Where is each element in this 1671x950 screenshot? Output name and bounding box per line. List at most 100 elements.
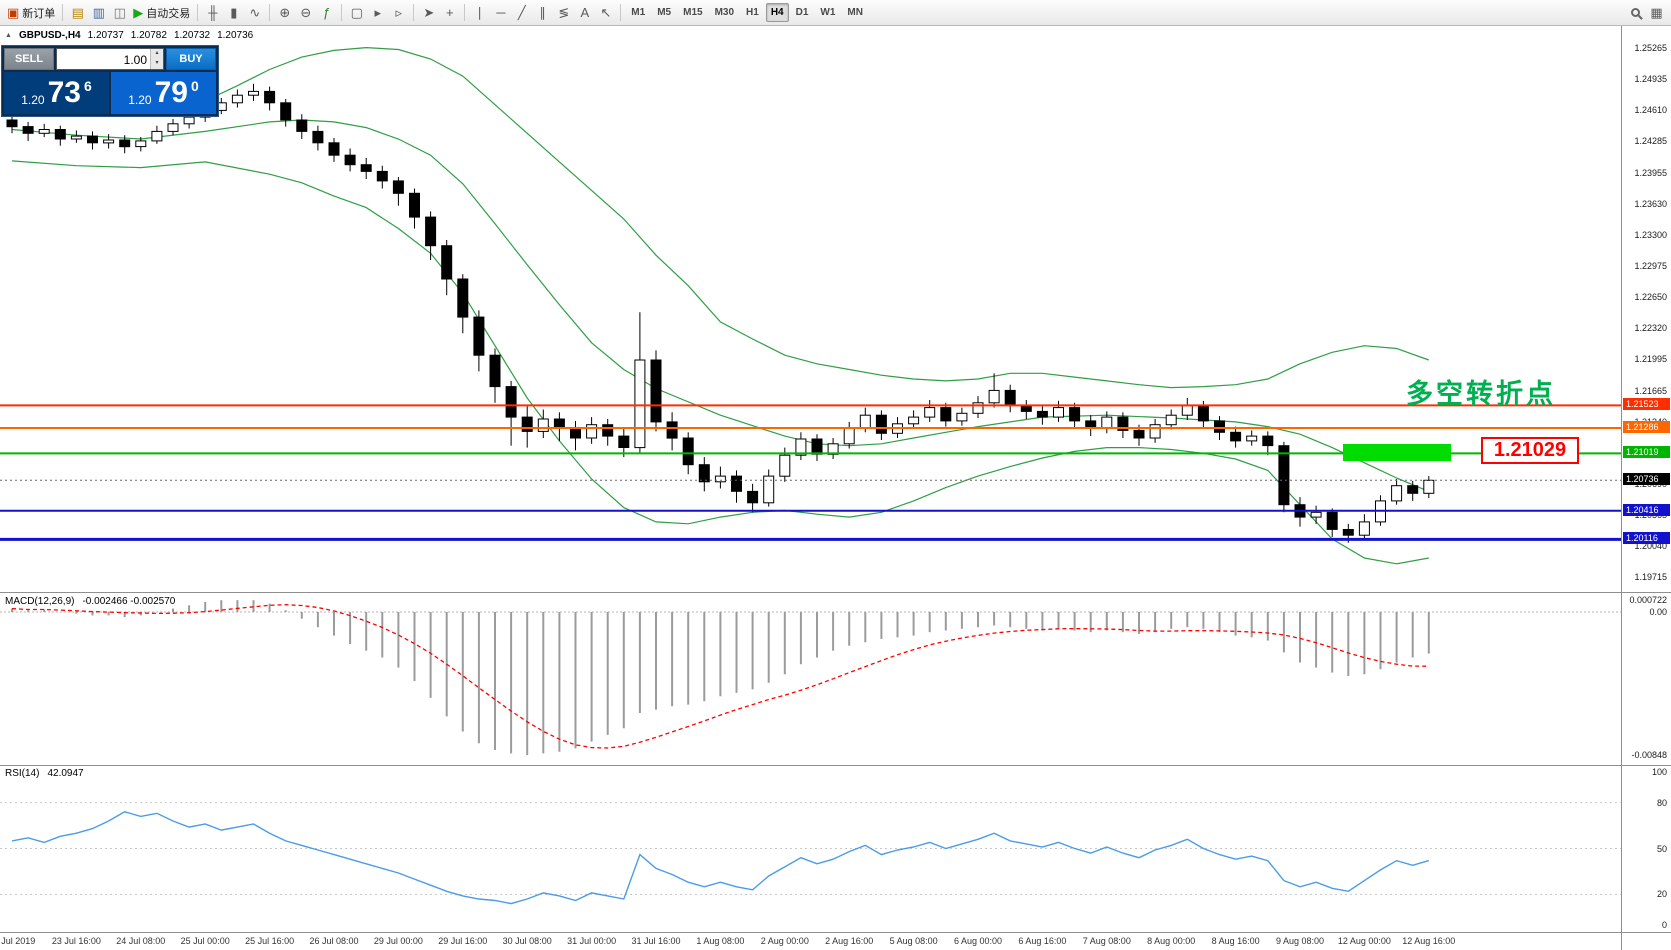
timeframe-H1-button[interactable]: H1 xyxy=(746,7,759,18)
chart-shift-button[interactable]: ▹ xyxy=(388,2,409,23)
symbol-name: GBPUSD-,H4 xyxy=(18,30,81,41)
volume-up-icon[interactable]: ▴ xyxy=(151,49,163,59)
price-callout-label: 1.21029 xyxy=(1481,437,1579,465)
timeframe-M30-button[interactable]: M30 xyxy=(714,7,735,18)
candlestick-mode-button[interactable]: ▮ xyxy=(223,2,244,23)
auto-scroll-icon: ▸ xyxy=(374,5,382,20)
auto-trading-button[interactable]: ▶ 自动交易 xyxy=(130,2,193,23)
buy-price-tile[interactable]: 1.20 79 0 xyxy=(111,72,216,114)
sell-price-sup: 6 xyxy=(83,78,92,94)
timeframe-MN-button[interactable]: MN xyxy=(847,7,863,18)
trendline-tool-button[interactable]: ╱ xyxy=(511,2,532,23)
time-tick-label: 23 Jul 2019 xyxy=(0,936,36,946)
workspace-grid-button[interactable]: ▦ xyxy=(1646,2,1667,23)
bar-chart-mode-icon: ╫ xyxy=(208,5,218,20)
channel-tool-icon: ∥ xyxy=(539,5,547,20)
timeframe-M15-button[interactable]: M15 xyxy=(683,7,703,18)
price-tick-label: 1.19715 xyxy=(1634,571,1667,582)
indicators-button[interactable]: ƒ xyxy=(316,2,337,23)
time-tick-label: 1 Aug 08:00 xyxy=(696,936,745,946)
collapse-triangle-icon[interactable]: ▲ xyxy=(5,32,12,39)
zoom-in-button[interactable]: ⊕ xyxy=(274,2,295,23)
channel-tool-button[interactable]: ∥ xyxy=(532,2,553,23)
time-tick-label: 2 Aug 00:00 xyxy=(760,936,809,946)
timeframe-M5-button[interactable]: M5 xyxy=(657,7,672,18)
time-scale[interactable]: 23 Jul 2019 23 Jul 16:00 24 Jul 08:00 25 Ju… xyxy=(0,933,1621,950)
timeframe-M1-button[interactable]: M1 xyxy=(631,7,646,18)
price-scale[interactable]: 1.25265 1.24935 1.24610 1.24285 1.23955 1.236… xyxy=(1621,26,1671,950)
fibonacci-tool-icon: ≶ xyxy=(558,5,570,20)
rsi-scale-label: 100 xyxy=(1651,767,1667,777)
toolbar-separator xyxy=(341,4,343,21)
rsi-scale-label: 80 xyxy=(1656,797,1667,808)
ohlc-high: 1.20782 xyxy=(130,30,167,41)
auto-trading-label: 自动交易 xyxy=(146,7,191,20)
time-tick-label: 12 Aug 16:00 xyxy=(1402,936,1456,946)
crosshair-tool-icon: + xyxy=(446,5,454,20)
price-tick-label: 1.23630 xyxy=(1634,198,1667,209)
time-tick-label: 26 Jul 08:00 xyxy=(309,936,359,946)
rsi-panel-separator[interactable] xyxy=(0,765,1671,766)
time-tick-label: 2 Aug 16:00 xyxy=(825,936,874,946)
timeframe-H4-button[interactable]: H4 xyxy=(765,3,789,22)
data-window-button[interactable]: ▥ xyxy=(88,2,109,23)
auto-scroll-button[interactable]: ▸ xyxy=(367,2,388,23)
volume-stepper: ▴ ▾ xyxy=(150,49,163,69)
buy-button[interactable]: BUY xyxy=(166,48,216,70)
price-tick-label: 1.22975 xyxy=(1634,261,1667,272)
chart-shift-icon: ▹ xyxy=(395,5,403,20)
text-tool-button[interactable]: A xyxy=(574,2,595,23)
time-tick-label: 29 Jul 00:00 xyxy=(373,936,423,946)
search-button[interactable] xyxy=(1625,2,1646,23)
price-tick-label: 1.25265 xyxy=(1634,43,1667,53)
line-chart-mode-icon: ∿ xyxy=(249,5,261,20)
zoom-out-button[interactable]: ⊖ xyxy=(295,2,316,23)
sell-price-base: 1.20 xyxy=(21,93,45,107)
arrows-tool-button[interactable]: ↖ xyxy=(595,2,616,23)
zoom-in-icon: ⊕ xyxy=(279,5,291,20)
crosshair-tool-button[interactable]: + xyxy=(439,2,460,23)
rsi-scale-label: 20 xyxy=(1656,889,1667,900)
macd-values: -0.002466 -0.002570 xyxy=(82,596,176,607)
buy-price-sup: 0 xyxy=(190,78,199,94)
timeframe-W1-button[interactable]: W1 xyxy=(820,7,836,18)
arrows-tool-icon: ↖ xyxy=(600,5,612,20)
rsi-scale-label: 0 xyxy=(1661,920,1667,930)
sell-price-tile[interactable]: 1.20 73 6 xyxy=(4,72,109,114)
macd-scale-label: -0.00848 xyxy=(1631,749,1667,760)
tile-windows-icon: ▢ xyxy=(350,5,363,20)
cursor-tool-button[interactable]: ➤ xyxy=(418,2,439,23)
time-tick-label: 25 Jul 16:00 xyxy=(245,936,295,946)
price-tick-label: 1.24935 xyxy=(1634,74,1667,85)
timeframe-D1-button[interactable]: D1 xyxy=(795,7,809,18)
horizontal-level-lines xyxy=(0,404,1621,541)
price-tick-label: 1.21995 xyxy=(1634,354,1667,365)
fibonacci-tool-button[interactable]: ≶ xyxy=(553,2,574,23)
price-tick-label: 1.22650 xyxy=(1634,292,1667,303)
toolbar-separator xyxy=(269,4,271,21)
rsi-value: 42.0947 xyxy=(47,768,84,779)
volume-value[interactable]: 1.00 xyxy=(123,53,147,67)
volume-down-icon[interactable]: ▾ xyxy=(151,59,163,69)
horizontal-line-tool-button[interactable]: ─ xyxy=(490,2,511,23)
vertical-line-tool-button[interactable]: ∣ xyxy=(469,2,490,23)
new-order-button[interactable]: ▣ 新订单 xyxy=(4,2,58,23)
workspace-grid-icon: ▦ xyxy=(1650,5,1663,20)
sell-button[interactable]: SELL xyxy=(4,48,54,70)
auto-trading-icon: ▶ xyxy=(133,5,144,20)
rsi-title: RSI(14) xyxy=(5,768,40,779)
bar-chart-mode-button[interactable]: ╫ xyxy=(202,2,223,23)
volume-field[interactable]: 1.00 ▴ ▾ xyxy=(56,48,164,70)
line-chart-mode-button[interactable]: ∿ xyxy=(244,2,265,23)
time-axis-separator xyxy=(0,932,1671,933)
price-level-label: 1.20116 xyxy=(1623,532,1670,545)
toolbar-separator xyxy=(413,4,415,21)
price-tick-label: 1.24285 xyxy=(1634,136,1667,147)
navigator-button[interactable]: ◫ xyxy=(109,2,130,23)
tile-windows-button[interactable]: ▢ xyxy=(346,2,367,23)
toolbar-separator xyxy=(62,4,64,21)
price-level-label: 1.20416 xyxy=(1623,503,1670,516)
market-watch-button[interactable]: ▤ xyxy=(67,2,88,23)
macd-panel-separator[interactable] xyxy=(0,592,1671,593)
toolbar-separator xyxy=(197,4,199,21)
